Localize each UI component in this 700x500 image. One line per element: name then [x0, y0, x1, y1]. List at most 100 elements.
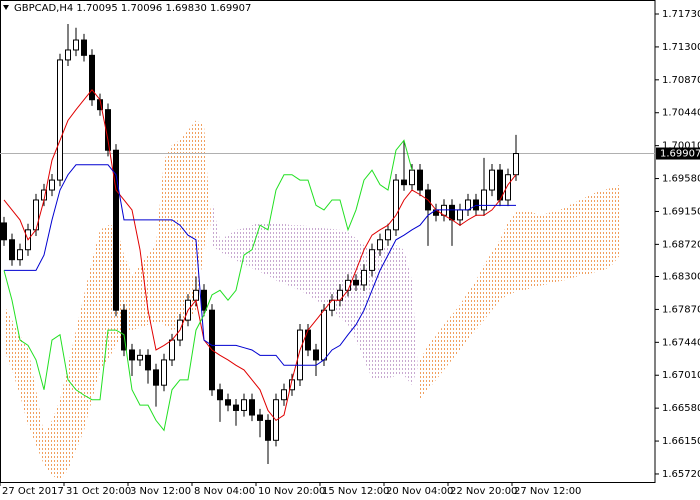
- cloud-segment: [308, 225, 316, 301]
- y-tick-label: 1.71730: [662, 9, 700, 20]
- candle-body: [513, 153, 519, 176]
- x-tick-label: 10 Nov 20:00: [258, 486, 325, 497]
- candle-body: [409, 169, 415, 186]
- cloud-segment: [140, 255, 148, 328]
- cloud-segment: [388, 245, 396, 379]
- candle-body: [233, 404, 239, 411]
- candle-body: [201, 289, 207, 311]
- candle-body: [257, 414, 263, 421]
- candle-body: [89, 54, 95, 101]
- indicator-line: [4, 164, 516, 366]
- cloud-segment: [428, 335, 436, 390]
- candle-body: [217, 389, 223, 401]
- cloud-segment: [572, 199, 580, 279]
- cloud-segment: [236, 228, 244, 265]
- x-tick-label: 27 Oct 2017: [2, 486, 64, 497]
- candle-body: [57, 59, 63, 181]
- last-price-label: 1.69907: [660, 149, 700, 160]
- candle-body: [297, 329, 303, 381]
- cloud-segment: [540, 212, 548, 286]
- cloud-segment: [468, 280, 476, 341]
- cloud-segment: [516, 209, 524, 292]
- candle-body: [505, 174, 511, 201]
- cloud-segment: [244, 225, 252, 269]
- menu-icon: [3, 5, 9, 10]
- cloud-segment: [316, 226, 324, 305]
- cloud-segment: [340, 229, 348, 325]
- cloud-segment: [420, 345, 428, 400]
- cloud-segment: [60, 365, 68, 481]
- y-tick-label: 1.69580: [662, 174, 700, 185]
- candle-body: [65, 49, 71, 61]
- y-tick-label: 1.66580: [662, 403, 700, 414]
- x-tick-label: 15 Nov 12:00: [322, 486, 389, 497]
- cloud-segment: [372, 248, 380, 380]
- cloud-segment: [204, 124, 212, 250]
- axes: 1.65720 1.66150 1.66580 1.67010 1.67440 1.678…: [0, 9, 700, 497]
- cloud-segment: [156, 160, 164, 325]
- candle-body: [9, 239, 15, 261]
- y-tick-label: 1.71300: [662, 42, 700, 53]
- y-tick-label: 1.67440: [662, 337, 700, 348]
- candle-body: [137, 354, 143, 361]
- candle-body: [401, 179, 407, 186]
- cloud-segment: [132, 265, 140, 331]
- candle-body: [361, 269, 367, 286]
- candle-body: [321, 309, 327, 361]
- cloud-segment: [604, 187, 612, 271]
- candle-body: [265, 419, 271, 441]
- candle-body: [353, 279, 359, 286]
- y-tick-label: 1.65720: [662, 469, 700, 480]
- candle-body: [481, 189, 487, 211]
- cloud-segment: [492, 239, 500, 311]
- cloud-segment: [20, 335, 28, 425]
- y-tick-label: 1.70010: [662, 141, 700, 152]
- cloud-segment: [596, 190, 604, 272]
- candle-body: [33, 199, 39, 231]
- candle-body: [161, 359, 167, 386]
- candle-body: [17, 249, 23, 261]
- cloud-segment: [612, 184, 620, 266]
- cloud-segment: [252, 222, 260, 272]
- x-tick-label: 8 Nov 04:00: [194, 486, 255, 497]
- cloud-segment: [228, 229, 236, 261]
- y-tick-label: 1.69150: [662, 206, 700, 217]
- cloud-segment: [84, 260, 92, 431]
- x-tick-label: 22 Nov 20:00: [450, 486, 517, 497]
- cloud-segment: [380, 245, 388, 380]
- candle-body: [377, 239, 383, 251]
- candle-body: [457, 209, 463, 221]
- y-tick-label: 1.68720: [662, 239, 700, 250]
- indicator-line: [3, 88, 517, 422]
- candle-body: [73, 39, 79, 51]
- x-tick-label: 20 Nov 04:00: [386, 486, 453, 497]
- cloud-segment: [476, 265, 484, 331]
- cloud-segment: [100, 225, 108, 370]
- x-tick-label: 3 Nov 12:00: [130, 486, 191, 497]
- cloud-segment: [484, 252, 492, 321]
- candle-body: [393, 179, 399, 231]
- cloud-segment: [268, 222, 276, 281]
- candle-body: [169, 339, 175, 361]
- cloud-segment: [188, 120, 196, 321]
- candle-body: [153, 369, 159, 386]
- cloud-segment: [12, 320, 20, 396]
- cloud-segment: [212, 199, 220, 253]
- cloud-segment: [500, 222, 508, 301]
- cloud-segment: [532, 212, 540, 288]
- cloud-segment: [396, 245, 404, 377]
- candle-body: [225, 399, 231, 406]
- candle-body: [113, 149, 119, 311]
- y-tick-label: 1.68300: [662, 272, 700, 283]
- candle-body: [49, 179, 55, 191]
- candle-body: [121, 309, 127, 351]
- candle-body: [193, 289, 199, 301]
- y-tick-label: 1.70440: [662, 108, 700, 119]
- candle-body: [1, 222, 7, 241]
- indicator-line: [3, 139, 413, 432]
- candle-body: [313, 349, 319, 361]
- cloud-segment: [404, 249, 412, 386]
- cloud-segment: [44, 420, 52, 476]
- y-tick-label: 1.67870: [662, 304, 700, 315]
- cloud-segment: [260, 222, 268, 276]
